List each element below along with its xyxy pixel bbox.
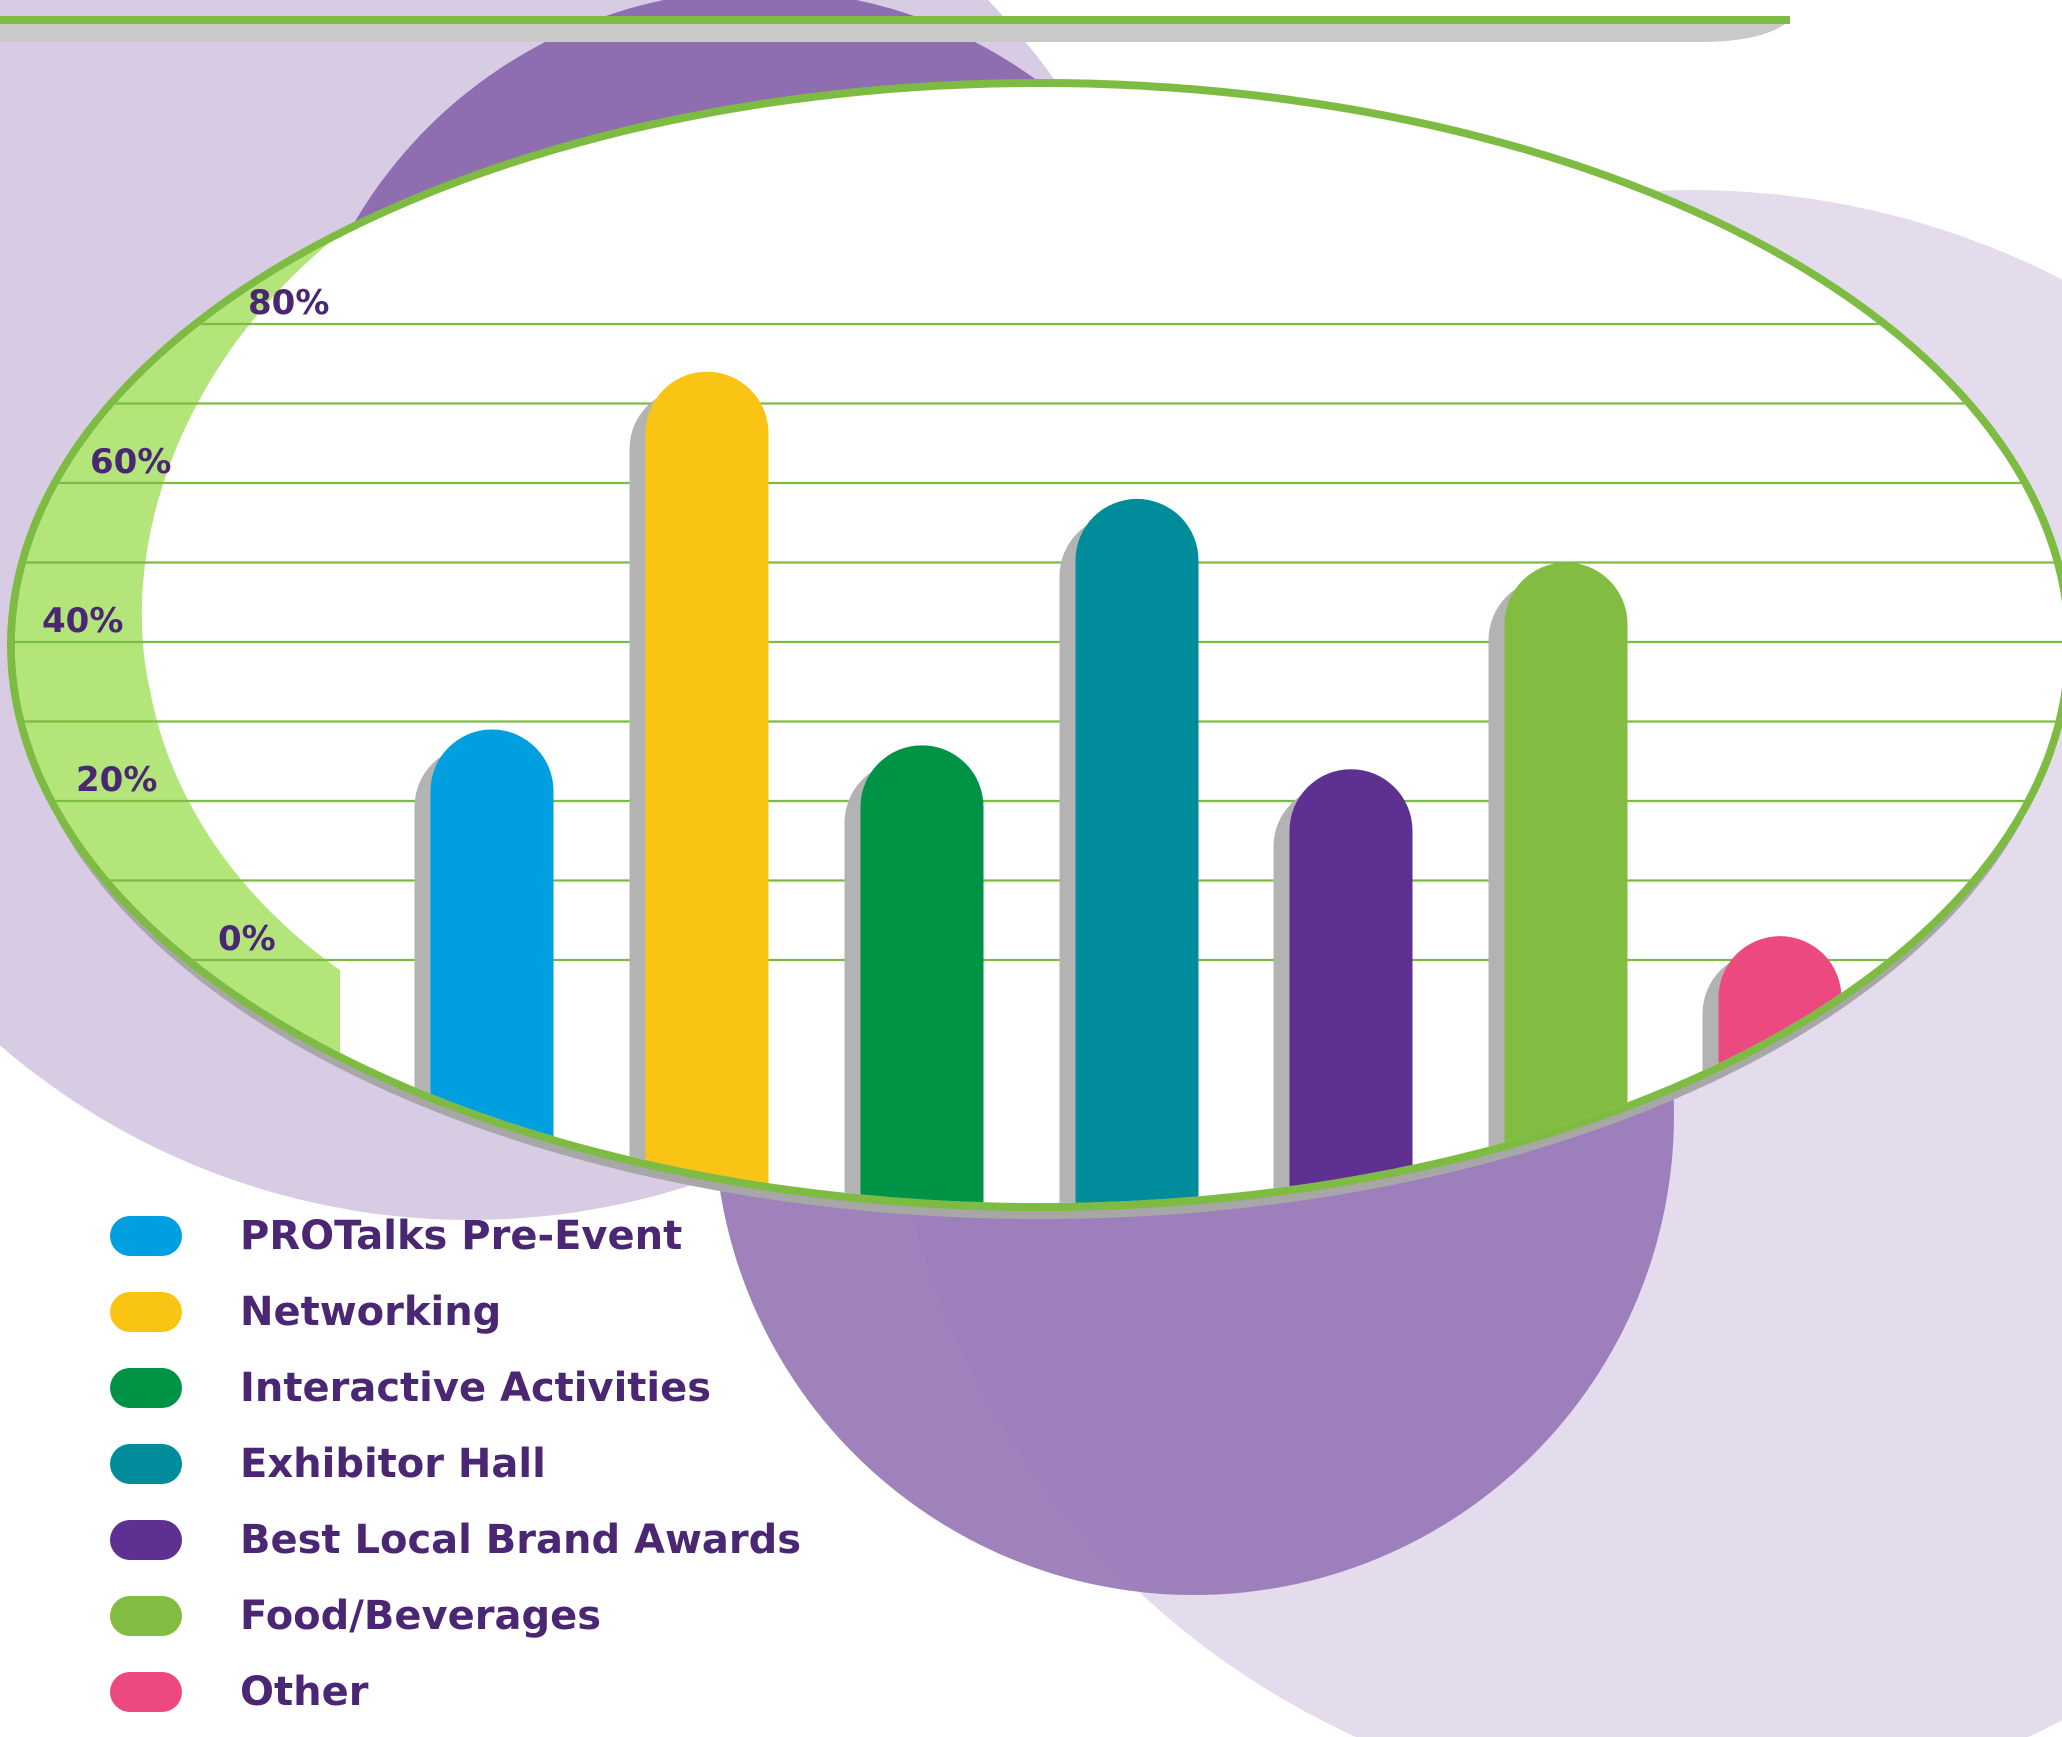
bar-networking bbox=[645, 371, 769, 1203]
legend-swatch bbox=[110, 1520, 182, 1560]
legend-label: PROTalks Pre-Event bbox=[240, 1213, 683, 1259]
top-banner-line bbox=[0, 16, 1790, 24]
legend-label: Other bbox=[240, 1669, 369, 1715]
legend-swatch bbox=[110, 1292, 182, 1332]
y-tick-label: 0% bbox=[218, 919, 276, 959]
legend-item: PROTalks Pre-Event bbox=[110, 1198, 1010, 1274]
legend-item: Interactive Activities bbox=[110, 1350, 1010, 1426]
bar-interactive-activities bbox=[860, 745, 984, 1203]
legend-swatch bbox=[110, 1368, 182, 1408]
bar-food-beverages bbox=[1504, 562, 1628, 1203]
y-tick-label: 60% bbox=[90, 442, 171, 482]
legend-label: Food/Beverages bbox=[240, 1593, 602, 1639]
bar-protalks-pre-event bbox=[430, 729, 554, 1203]
y-tick-label: 20% bbox=[76, 760, 157, 800]
legend-swatch bbox=[110, 1596, 182, 1636]
legend-item: Networking bbox=[110, 1274, 1010, 1350]
bar-best-local-brand-awards bbox=[1289, 769, 1413, 1203]
legend-item: Best Local Brand Awards bbox=[110, 1502, 1010, 1578]
legend-item: Food/Beverages bbox=[110, 1578, 1010, 1654]
bar-exhibitor-hall bbox=[1075, 498, 1199, 1203]
y-tick-label: 40% bbox=[42, 601, 123, 641]
legend-swatch bbox=[110, 1444, 182, 1484]
legend-swatch bbox=[110, 1672, 182, 1712]
legend-label: Interactive Activities bbox=[240, 1365, 712, 1411]
y-axis-ticks: 0% 20% 40% 60% 80% bbox=[42, 283, 329, 959]
legend-item: Other bbox=[110, 1654, 1010, 1730]
gridlines bbox=[15, 322, 2062, 962]
legend: PROTalks Pre-Event Networking Interactive … bbox=[110, 1198, 1010, 1730]
top-banner-shadow bbox=[0, 20, 1790, 42]
legend-label: Networking bbox=[240, 1289, 502, 1335]
legend-label: Best Local Brand Awards bbox=[240, 1517, 802, 1563]
legend-swatch bbox=[110, 1216, 182, 1256]
y-tick-label: 80% bbox=[248, 283, 329, 323]
legend-label: Exhibitor Hall bbox=[240, 1441, 546, 1487]
legend-item: Exhibitor Hall bbox=[110, 1426, 1010, 1502]
